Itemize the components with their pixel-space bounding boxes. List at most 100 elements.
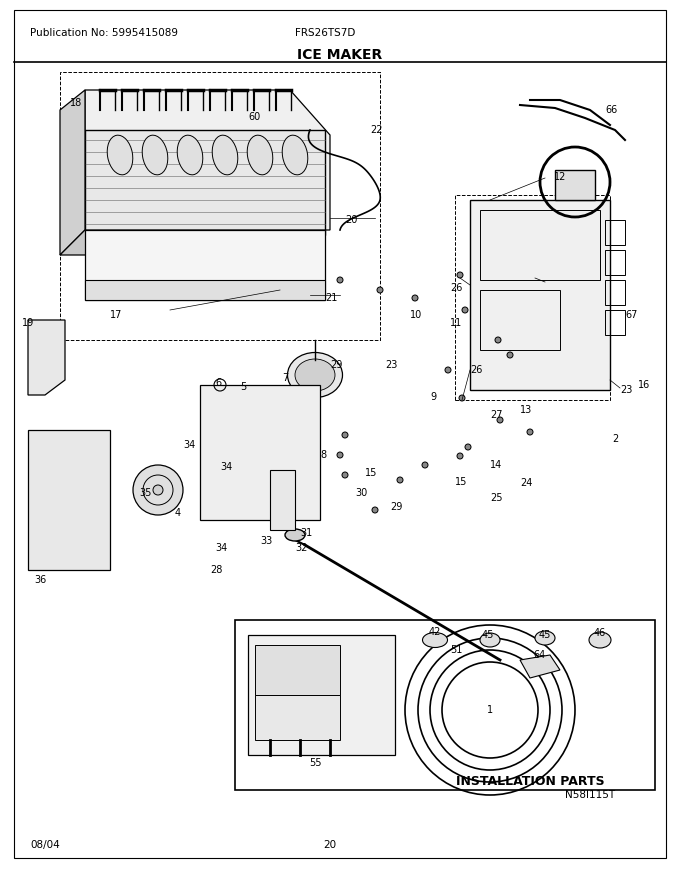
Text: 28: 28 [210,565,222,575]
Polygon shape [520,655,560,678]
Text: 35: 35 [139,488,151,498]
Text: 7: 7 [282,373,288,383]
Ellipse shape [282,136,308,175]
Text: 42: 42 [429,627,441,637]
Circle shape [497,417,503,423]
Text: 46: 46 [594,628,606,638]
Bar [605,250,625,275]
Bar [60,72,380,340]
Text: ICE MAKER: ICE MAKER [297,48,383,62]
Text: 51: 51 [450,645,462,655]
Bar [255,645,340,695]
Text: 14: 14 [490,460,503,470]
Polygon shape [60,90,85,255]
Text: 12: 12 [554,172,566,182]
Text: 34: 34 [215,543,227,553]
Text: 34: 34 [183,440,195,450]
Ellipse shape [295,359,335,391]
Text: 64: 64 [534,650,546,660]
Text: 34: 34 [220,462,233,472]
Text: N58I115T: N58I115T [565,790,615,800]
Text: 23: 23 [620,385,632,395]
Text: 16: 16 [638,380,650,390]
Text: 26: 26 [450,283,462,293]
Text: 22: 22 [370,125,382,135]
Bar [200,385,320,520]
Ellipse shape [248,136,273,175]
Bar [85,130,325,235]
Text: 29: 29 [390,502,403,512]
Text: 21: 21 [325,293,337,303]
Text: 15: 15 [365,468,377,478]
Ellipse shape [142,136,168,175]
Circle shape [457,453,463,459]
Bar [255,695,340,740]
Bar [605,310,625,335]
Bar [555,170,595,200]
Text: 9: 9 [430,392,436,402]
Text: 20: 20 [345,215,358,225]
Bar [248,635,395,755]
Bar [605,280,625,305]
Ellipse shape [285,529,305,541]
Circle shape [459,395,465,401]
Bar [480,290,560,350]
Bar [480,210,600,280]
Text: 26: 26 [470,365,482,375]
Ellipse shape [288,353,343,398]
Text: 66: 66 [605,105,617,115]
Circle shape [342,472,348,478]
Text: 45: 45 [482,630,494,640]
Bar [85,230,325,300]
Circle shape [153,485,163,495]
Circle shape [507,352,513,358]
Circle shape [462,307,468,313]
Circle shape [337,452,343,458]
Text: 18: 18 [70,98,82,108]
Text: 4: 4 [175,508,181,518]
Circle shape [527,429,533,435]
Text: 24: 24 [520,478,532,488]
Bar [85,280,325,300]
Text: 13: 13 [520,405,532,415]
Text: 33: 33 [260,536,272,546]
Text: 17: 17 [110,310,122,320]
Polygon shape [28,320,65,395]
Text: 1: 1 [487,705,493,715]
Circle shape [495,337,501,343]
Ellipse shape [480,633,500,647]
Bar [270,470,295,530]
Circle shape [372,507,378,513]
Text: 32: 32 [295,543,307,553]
Text: 6: 6 [215,378,221,388]
Bar [470,200,610,390]
Circle shape [465,444,471,450]
Ellipse shape [589,632,611,648]
Bar [28,430,110,570]
Text: 25: 25 [490,493,503,503]
Polygon shape [60,230,325,255]
Circle shape [337,277,343,283]
Text: 20: 20 [324,840,337,850]
Text: 30: 30 [355,488,367,498]
Text: 10: 10 [410,310,422,320]
Circle shape [397,477,403,483]
Text: 36: 36 [34,575,46,585]
Bar [235,620,655,790]
Text: 55: 55 [309,758,321,768]
Bar [455,195,610,400]
Text: 08/04: 08/04 [30,840,60,850]
Circle shape [133,465,183,515]
Text: INSTALLATION PARTS: INSTALLATION PARTS [456,775,605,788]
Text: 2: 2 [612,434,618,444]
Text: Publication No: 5995415089: Publication No: 5995415089 [30,28,178,38]
Text: 27: 27 [490,410,503,420]
Text: 23: 23 [385,360,397,370]
Polygon shape [85,90,330,230]
Text: 31: 31 [300,528,312,538]
Text: 29: 29 [330,360,342,370]
Ellipse shape [212,136,238,175]
Ellipse shape [422,633,447,648]
Circle shape [422,462,428,468]
Circle shape [445,367,451,373]
